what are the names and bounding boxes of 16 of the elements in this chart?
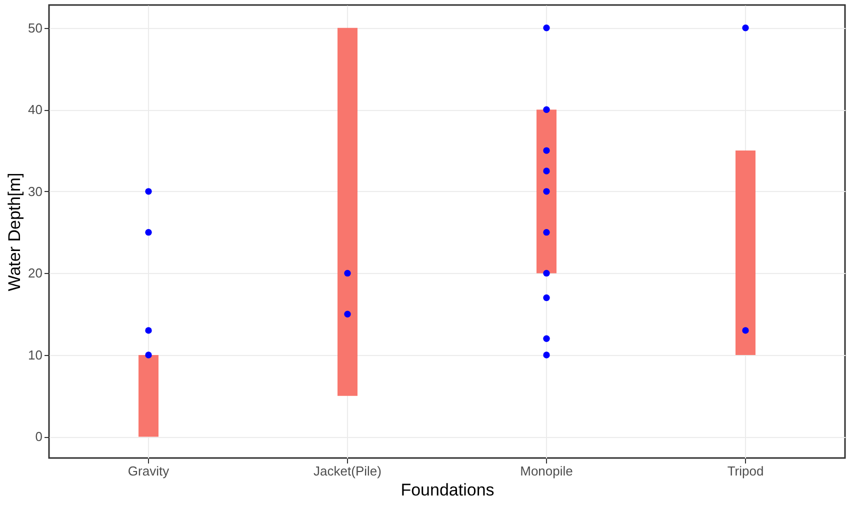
- y-axis-title: Water Depth[m]: [5, 172, 24, 292]
- x-tick-label: Gravity: [128, 464, 170, 478]
- bar: [536, 110, 556, 274]
- x-tick-label: Jacket(Pile): [314, 464, 382, 478]
- bar: [736, 150, 756, 355]
- y-tick-label: 0: [35, 429, 42, 444]
- x-tick-label: Tripod: [727, 464, 764, 478]
- y-tick-label: 40: [28, 102, 42, 118]
- y-tick-label: 20: [28, 266, 42, 281]
- bar: [138, 354, 158, 437]
- x-tick-label: Monopile: [520, 464, 573, 478]
- x-axis-title: Foundations: [400, 480, 494, 500]
- y-tick-label: 50: [28, 20, 42, 36]
- y-tick-label: 10: [28, 347, 42, 362]
- bar: [338, 28, 358, 396]
- y-tick-label: 30: [28, 184, 42, 199]
